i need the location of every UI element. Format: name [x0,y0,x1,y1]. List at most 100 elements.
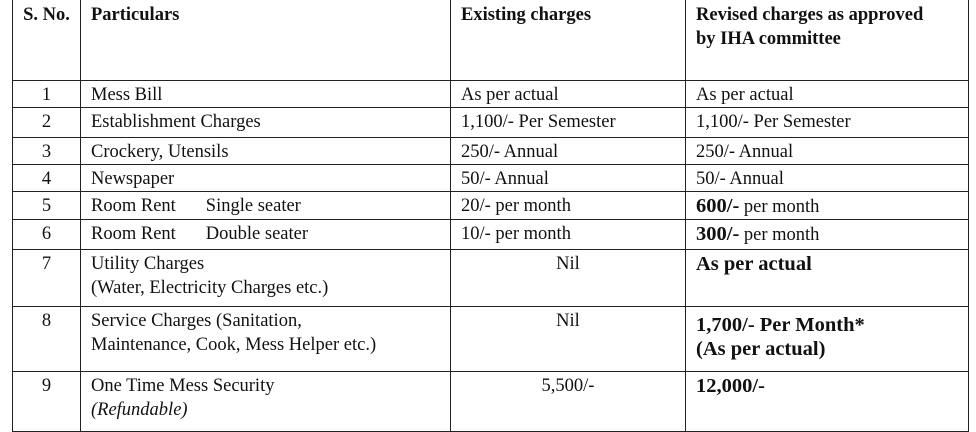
table-cell: 5,500/- [450,371,686,432]
revised-unit: per month [743,197,820,217]
table-row: 8 Service Charges (Sanitation, Maintenance… [12,306,969,372]
existing-charge: 5,500/- [541,376,595,396]
charges-table: S. No. Particulars Existing charges Revi… [12,0,969,432]
particular-text: Establishment Charges [91,112,261,132]
existing-charge: 1,100/- Per Semester [461,112,616,132]
table-cell: Nil [450,306,686,372]
table-row: 3 Crockery, Utensils 250/- Annual 250/- Ann… [12,137,969,165]
seater-text: Double seater [205,224,309,244]
existing-charge: As per actual [461,85,559,105]
revised-charge: 50/- Annual [696,169,784,189]
table-cell: 4 [12,164,81,192]
table-cell: 2 [12,107,81,138]
header-text: Revised charges as approved by IHA commi… [696,5,924,49]
table-cell: Nil [450,249,686,307]
table-row: 2 Establishment Charges 1,100/- Per Semest… [12,107,969,138]
header-text: Existing charges [461,5,592,25]
particular-text: Mess Bill [91,85,163,105]
serial-number: 6 [41,224,52,244]
table-cell: 7 [12,249,81,307]
serial-number: 1 [41,85,52,105]
table-cell: As per actual [685,249,969,307]
table-cell: Utility Charges (Water, Electricity Charg… [80,249,451,307]
particular-text: Room Rent [91,224,176,244]
table-cell: 8 [12,306,81,372]
table-cell: Crockery, Utensils [80,137,451,165]
table-cell: Establishment Charges [80,107,451,138]
table-row: 1 Mess Bill As per actual As per actual [12,80,969,108]
existing-charge: Nil [556,254,580,274]
existing-charge: 20/- per month [461,196,571,216]
particular-text: Crockery, Utensils [91,142,229,162]
header-text: S. No. [23,5,70,25]
serial-number: 8 [41,311,52,331]
table-cell: Room Rent Double seater [80,219,451,250]
header-cell: Existing charges [450,0,686,81]
page: {"table": { "header": ["S. No.", "Partic… [12,0,969,432]
table-cell: Service Charges (Sanitation, Maintenance,… [80,306,451,372]
header-text: Particulars [91,5,180,25]
revised-unit: per month [743,225,820,245]
revised-charge: 250/- Annual [696,142,794,162]
table-cell: 250/- Annual [685,137,969,165]
table-row: 7 Utility Charges (Water, Electricity Char… [12,249,969,307]
table-cell: As per actual [450,80,686,108]
particular-text: Newspaper [91,169,175,189]
revised-charge: As per actual [696,85,794,105]
serial-number: 9 [41,376,52,396]
particular-text: (Refundable) [91,400,188,420]
serial-number: 3 [41,142,52,162]
revised-amount: 600/- [696,195,740,217]
table-cell: 20/- per month [450,191,686,220]
table-cell: 1,700/- Per Month* (As per actual) [685,306,969,372]
particular-text: Service Charges (Sanitation, [91,311,302,331]
table-cell: 1,100/- Per Semester [685,107,969,138]
table-cell: 50/- Annual [450,164,686,192]
particular-text: One Time Mess Security [91,376,275,396]
seater-text: Single seater [205,196,301,216]
table-cell: One Time Mess Security (Refundable) [80,371,451,432]
table-cell: 600/- per month [685,191,969,220]
table-cell: 1 [12,80,81,108]
header-cell: S. No. [12,0,81,81]
serial-number: 2 [41,112,52,132]
header-row: S. No. Particulars Existing charges Revi… [12,0,969,81]
revised-charge: 1,100/- Per Semester [696,112,851,132]
table-cell: 9 [12,371,81,432]
revised-charge: 12,000/- [696,375,765,397]
table-cell: 5 [12,191,81,220]
table-cell: Newspaper [80,164,451,192]
header-cell: Revised charges as approved by IHA commi… [685,0,969,81]
existing-charge: 250/- Annual [461,142,559,162]
existing-charge: Nil [556,311,580,331]
table-cell: 250/- Annual [450,137,686,165]
revised-amount: 300/- [696,223,740,245]
particular-text: Room Rent [91,196,176,216]
table-cell: 1,100/- Per Semester [450,107,686,138]
revised-charge: (As per actual) [696,338,826,360]
serial-number: 7 [41,254,52,274]
revised-charge: 1,700/- Per Month* [696,314,865,336]
particular-text: Maintenance, Cook, Mess Helper etc.) [91,335,377,355]
table-cell: 3 [12,137,81,165]
table-cell: As per actual [685,80,969,108]
table-row: 6 Room Rent Double seater 10/- per month 300… [12,219,969,250]
table-cell: Room Rent Single seater [80,191,451,220]
particular-text: (Water, Electricity Charges etc.) [91,278,329,298]
existing-charge: 50/- Annual [461,169,549,189]
table-cell: Mess Bill [80,80,451,108]
table-cell: 10/- per month [450,219,686,250]
table-row: 9 One Time Mess Security (Refundable) 5,500… [12,371,969,432]
table-cell: 12,000/- [685,371,969,432]
existing-charge: 10/- per month [461,224,571,244]
table-row: 4 Newspaper 50/- Annual 50/- Annual [12,164,969,192]
table-row: 5 Room Rent Single seater 20/- per month 600… [12,191,969,220]
revised-charge: As per actual [696,253,812,275]
table-cell: 6 [12,219,81,250]
table-cell: 50/- Annual [685,164,969,192]
table-cell: 300/- per month [685,219,969,250]
serial-number: 5 [41,196,52,216]
header-cell: Particulars [80,0,451,81]
serial-number: 4 [41,169,52,189]
particular-text: Utility Charges [91,254,205,274]
